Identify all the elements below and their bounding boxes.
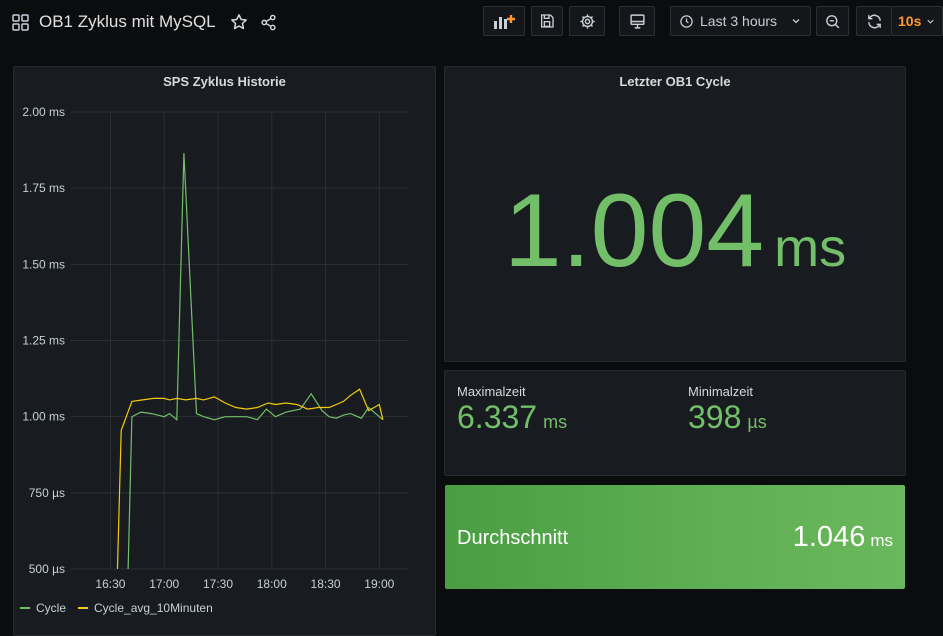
star-icon[interactable] xyxy=(230,13,248,31)
zoom-out-button[interactable] xyxy=(816,6,849,36)
max-label: Maximalzeit xyxy=(457,384,526,399)
min-unit: µs xyxy=(747,412,767,432)
dashboard-title-area: OB1 Zyklus mit MySQL xyxy=(12,8,277,36)
last-cycle-unit: ms xyxy=(774,218,847,278)
legend-item-cycle[interactable]: Cycle xyxy=(20,601,66,615)
time-range-label: Last 3 hours xyxy=(700,13,778,29)
clock-icon xyxy=(680,14,693,28)
legend-swatch-cycle-avg xyxy=(78,607,89,609)
dashboard-navbar: OB1 Zyklus mit MySQL xyxy=(0,0,943,46)
average-number: 1.046 xyxy=(792,521,866,553)
refresh-interval-picker[interactable]: 10s xyxy=(891,6,943,36)
average-unit: ms xyxy=(870,531,893,550)
max-number: 6.337 xyxy=(457,399,538,435)
refresh-interval-label: 10s xyxy=(898,13,922,29)
average-value: 1.046 ms xyxy=(793,521,893,554)
share-icon[interactable] xyxy=(260,14,277,31)
legend-label-cycle-avg: Cycle_avg_10Minuten xyxy=(94,601,213,615)
refresh-button[interactable] xyxy=(856,6,891,36)
last-cycle-number: 1.004 xyxy=(503,173,765,289)
min-value: 398 µs xyxy=(688,399,767,436)
max-min-panel: Maximalzeit 6.337 ms Minimalzeit 398 µs xyxy=(444,370,906,476)
min-number: 398 xyxy=(688,399,742,435)
legend-label-cycle: Cycle xyxy=(36,601,67,615)
time-range-picker[interactable]: Last 3 hours xyxy=(670,6,811,36)
chevron-down-icon xyxy=(792,19,800,24)
legend-swatch-cycle xyxy=(20,607,30,609)
chevron-down-icon xyxy=(927,19,935,24)
zoom-out-icon xyxy=(826,14,840,28)
monitor-icon xyxy=(629,13,645,29)
legend-item-cycle-avg[interactable]: Cycle_avg_10Minuten xyxy=(78,601,213,615)
last-cycle-panel-title[interactable]: Letzter OB1 Cycle xyxy=(619,74,731,89)
average-panel: Durchschnitt 1.046 ms xyxy=(445,485,905,589)
min-label: Minimalzeit xyxy=(688,384,754,399)
last-cycle-panel: Letzter OB1 Cycle 1.004 ms xyxy=(444,66,906,362)
dashboard-title[interactable]: OB1 Zyklus mit MySQL xyxy=(39,12,216,31)
last-cycle-value: 1.004 ms xyxy=(445,179,905,283)
graph-panel-title[interactable]: SPS Zyklus Historie xyxy=(163,74,286,89)
settings-button[interactable] xyxy=(569,6,605,36)
save-dashboard-button[interactable] xyxy=(531,6,563,36)
add-panel-icon xyxy=(494,15,515,29)
max-value: 6.337 ms xyxy=(457,399,567,436)
save-icon xyxy=(541,14,554,28)
max-unit: ms xyxy=(543,412,568,432)
add-panel-button[interactable] xyxy=(483,6,525,36)
dashboard-grid-icon[interactable] xyxy=(12,13,29,31)
graph-panel: SPS Zyklus Historie xyxy=(13,66,436,636)
gear-icon xyxy=(579,13,595,29)
cycle-view-mode-button[interactable] xyxy=(619,6,655,36)
refresh-icon xyxy=(867,14,881,28)
average-label: Durchschnitt xyxy=(457,527,569,549)
chart-legend: Cycle Cycle_avg_10Minuten xyxy=(20,601,225,615)
